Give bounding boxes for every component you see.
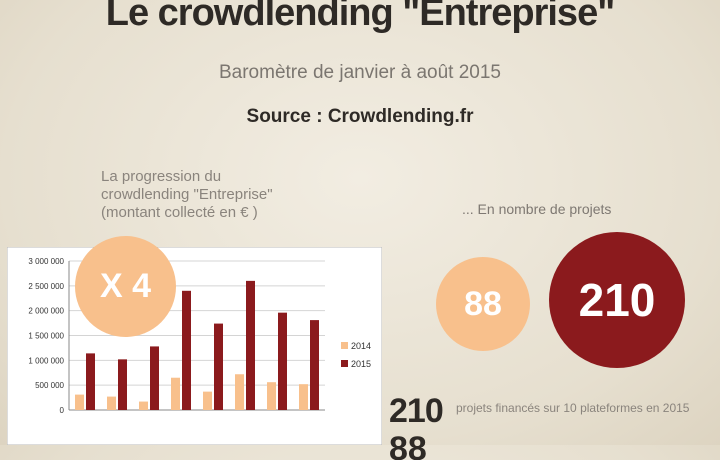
bar-2014 [203,391,212,410]
bar-2014 [171,377,180,410]
progression-caption: La progression du crowdlending "Entrepri… [101,168,321,222]
page-subtitle: Baromètre de janvier à août 2015 [218,62,501,83]
amount-bar-chart: 0 500 000 1 000 000 1 500 000 2 000 000 2 500… [7,247,382,445]
bar-2014 [235,374,244,410]
growth-badge: X 4 [75,236,176,337]
y-tick-label: 0 [60,406,65,415]
bar-2015 [278,312,287,410]
y-tick-label: 2 000 000 [28,307,64,316]
bar-2014 [107,396,116,410]
y-tick-label: 2 500 000 [28,282,64,291]
projects-count: 210 [389,392,444,430]
progression-caption-line: (montant collecté en € ) [101,204,258,221]
chart-frame [7,247,382,445]
bar-2015 [182,290,191,410]
bar-2014 [139,401,148,410]
progression-caption-line: crowdlending "Entreprise" [101,186,273,203]
bar-2015 [246,280,255,410]
legend-label: 2015 [351,359,371,369]
y-tick-label: 1 500 000 [28,332,64,341]
legend-swatch-2014 [341,342,348,349]
bar-2015 [86,353,95,410]
partial-count: 88 [389,430,427,460]
legend-label: 2014 [351,341,371,351]
bar-2015 [214,323,223,410]
bar-2014 [75,394,84,410]
y-tick-label: 1 000 000 [28,356,64,365]
bar-2015 [310,320,319,410]
progression-caption-line: La progression du [101,168,222,185]
bar-2015 [118,359,127,410]
bar-2015 [150,346,159,410]
projects-caption: ... En nombre de projets [462,201,612,217]
legend-swatch-2015 [341,360,348,367]
page-title: Le crowdlending "Entreprise" [105,0,615,34]
projects-count-description: projets financés sur 10 plateformes en 2… [456,401,690,415]
y-tick-label: 3 000 000 [28,257,64,266]
projects-2014-circle: 88 [436,257,530,351]
projects-2015-circle: 210 [549,232,685,368]
source-label: Source : Crowdlending.fr [246,106,474,127]
bar-2014 [267,382,276,410]
y-tick-label: 500 000 [35,381,64,390]
bar-2014 [299,384,308,410]
